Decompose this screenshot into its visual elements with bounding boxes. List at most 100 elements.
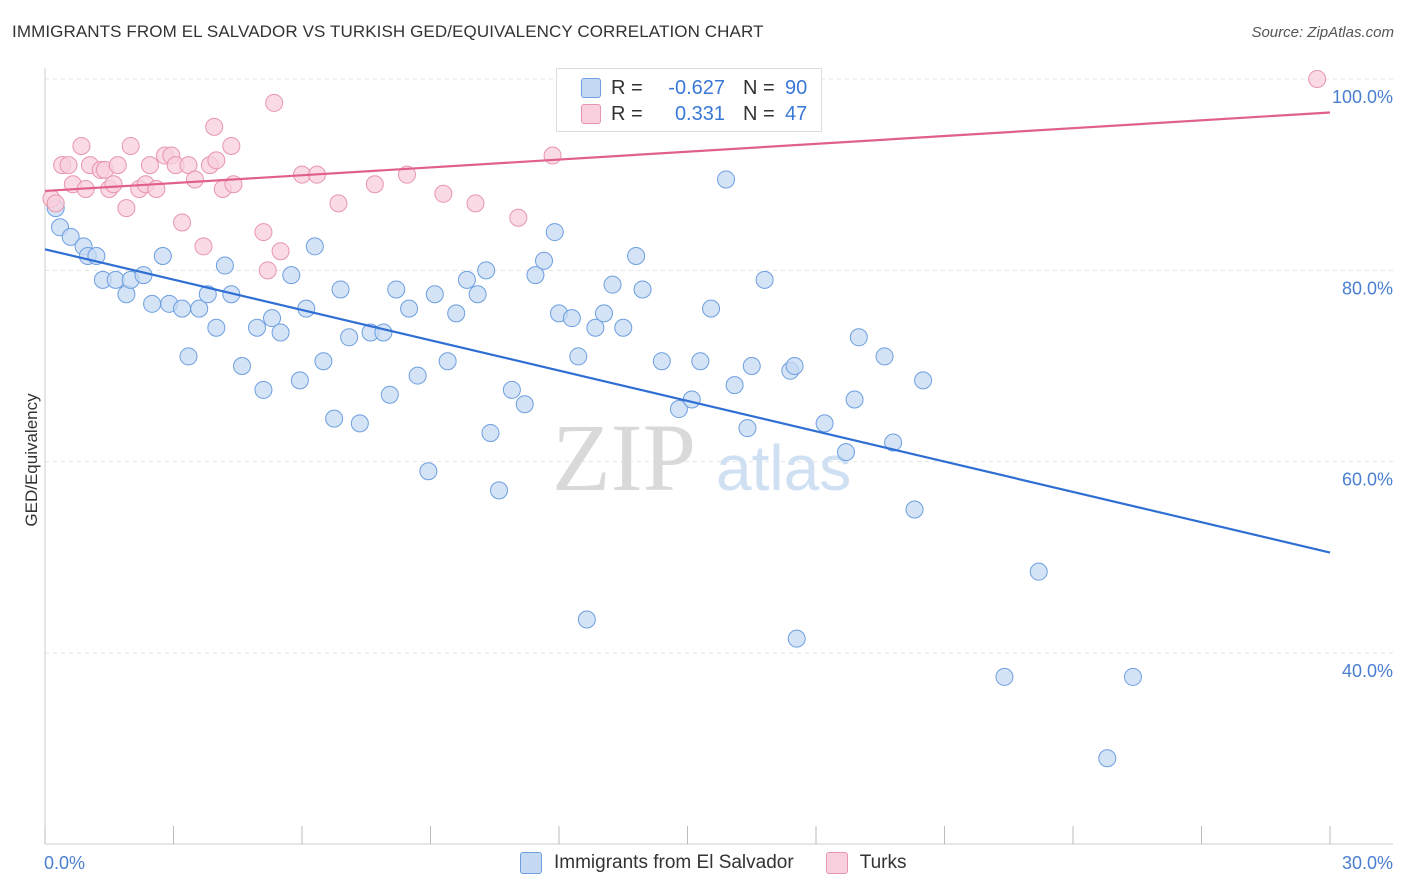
- legend-r-value: -0.627: [668, 76, 725, 99]
- data-point: [397, 165, 416, 184]
- data-point: [108, 156, 127, 175]
- data-point: [457, 270, 476, 289]
- legend-n-value: 90: [785, 76, 808, 99]
- data-point: [271, 323, 290, 342]
- legend-r-label: R =: [611, 76, 643, 99]
- y-tick-label: 40.0%: [1342, 661, 1393, 681]
- data-point: [836, 443, 855, 462]
- data-point: [702, 299, 721, 318]
- watermark: ZIP atlas: [552, 404, 851, 511]
- data-point: [875, 347, 894, 366]
- data-point: [215, 256, 234, 275]
- data-point: [233, 357, 252, 375]
- legend-label-el-salvador: Immigrants from El Salvador: [554, 852, 794, 873]
- legend-item-turks[interactable]: Turks: [825, 852, 906, 874]
- data-point: [490, 481, 509, 500]
- data-point: [254, 380, 273, 399]
- data-point: [331, 280, 350, 299]
- data-point: [271, 242, 290, 261]
- legend-swatch-el-salvador: [581, 78, 601, 98]
- data-point: [325, 409, 344, 428]
- data-point: [1098, 749, 1117, 768]
- watermark-atlas: atlas: [716, 432, 851, 504]
- chart-source: Source: ZipAtlas.com: [1251, 24, 1394, 41]
- data-point: [282, 266, 301, 285]
- data-point: [173, 213, 192, 232]
- data-point: [669, 400, 688, 419]
- tick-labels: 0.0% 30.0% 40.0% 60.0% 80.0% 100.0%: [44, 87, 1393, 873]
- data-point: [787, 629, 806, 648]
- data-point: [1308, 70, 1327, 88]
- data-point: [265, 93, 284, 112]
- legend-r-label: R =: [611, 102, 643, 125]
- legend-row-el-salvador: R = -0.627 N = 90: [581, 75, 807, 101]
- data-point: [205, 117, 224, 136]
- data-point: [194, 237, 213, 256]
- data-point: [438, 352, 457, 371]
- data-point: [190, 299, 209, 318]
- legend-r-value: 0.331: [674, 102, 725, 125]
- data-point: [468, 285, 487, 304]
- trend-layer: [44, 111, 1331, 554]
- data-point: [314, 352, 333, 371]
- data-point: [633, 280, 652, 299]
- data-point: [535, 251, 554, 270]
- trend-line: [44, 248, 1331, 554]
- series-0-points: [46, 170, 1142, 768]
- legend-n-value: 47: [785, 102, 808, 125]
- data-point: [845, 390, 864, 409]
- data-point: [652, 352, 671, 371]
- data-point: [526, 266, 545, 285]
- data-point: [258, 261, 277, 280]
- data-point: [134, 266, 153, 285]
- data-point: [140, 156, 159, 175]
- data-point: [481, 423, 500, 442]
- data-point: [153, 246, 172, 265]
- data-point: [995, 667, 1014, 686]
- data-point: [447, 304, 466, 323]
- data-point: [290, 371, 309, 390]
- data-point: [305, 237, 324, 256]
- data-point: [1029, 562, 1048, 581]
- data-point: [627, 246, 646, 265]
- data-point: [117, 199, 136, 218]
- trend-line: [44, 111, 1331, 193]
- series-legend: Immigrants from El Salvador Turks: [520, 852, 938, 874]
- data-point: [59, 156, 78, 175]
- data-point: [143, 294, 162, 313]
- data-point: [509, 208, 528, 227]
- data-point: [400, 299, 419, 318]
- data-point: [594, 304, 613, 323]
- data-point: [340, 328, 359, 347]
- data-point: [562, 309, 581, 328]
- legend-swatch-turks: [581, 104, 601, 124]
- data-point: [755, 270, 774, 289]
- data-point: [408, 366, 427, 385]
- data-point: [207, 318, 226, 337]
- data-point: [914, 371, 933, 390]
- data-point: [198, 285, 217, 304]
- data-point: [263, 309, 282, 328]
- data-point: [365, 175, 384, 194]
- data-point: [374, 323, 393, 342]
- y-tick-label: 80.0%: [1342, 278, 1393, 298]
- data-point: [849, 328, 868, 347]
- data-point: [742, 357, 761, 375]
- data-point: [185, 170, 204, 189]
- data-point: [248, 318, 267, 337]
- legend-n-label: N =: [743, 76, 775, 99]
- data-point: [543, 146, 562, 165]
- data-point: [72, 136, 91, 155]
- points-layer: [42, 70, 1327, 768]
- data-point: [691, 352, 710, 371]
- data-point: [577, 610, 596, 629]
- chart-title: IMMIGRANTS FROM EL SALVADOR VS TURKISH G…: [12, 22, 764, 41]
- data-point: [61, 227, 80, 246]
- data-point: [603, 275, 622, 294]
- watermark-zip: ZIP: [552, 404, 696, 511]
- data-point: [717, 170, 736, 189]
- legend-item-el-salvador[interactable]: Immigrants from El Salvador: [520, 852, 794, 874]
- data-point: [329, 194, 348, 213]
- data-point: [419, 462, 438, 481]
- data-point: [466, 194, 485, 213]
